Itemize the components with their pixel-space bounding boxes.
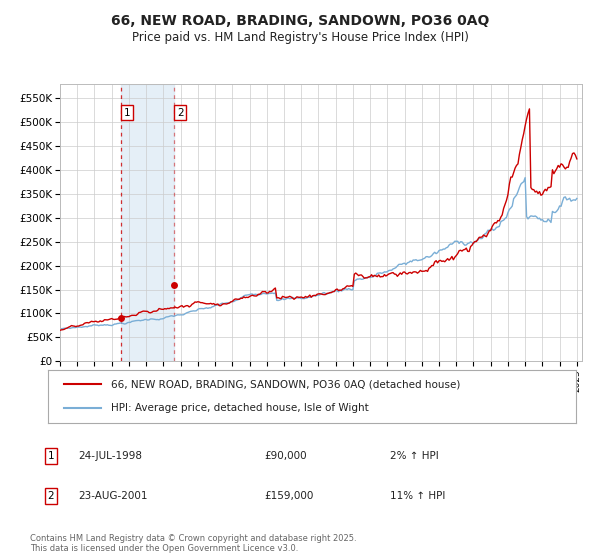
Text: Price paid vs. HM Land Registry's House Price Index (HPI): Price paid vs. HM Land Registry's House … xyxy=(131,31,469,44)
Text: 2: 2 xyxy=(177,108,184,118)
Text: 11% ↑ HPI: 11% ↑ HPI xyxy=(390,491,445,501)
Text: Contains HM Land Registry data © Crown copyright and database right 2025.
This d: Contains HM Land Registry data © Crown c… xyxy=(30,534,356,553)
Text: 24-JUL-1998: 24-JUL-1998 xyxy=(78,451,142,461)
Text: £159,000: £159,000 xyxy=(264,491,313,501)
Text: 2% ↑ HPI: 2% ↑ HPI xyxy=(390,451,439,461)
Text: HPI: Average price, detached house, Isle of Wight: HPI: Average price, detached house, Isle… xyxy=(112,403,369,413)
Text: 66, NEW ROAD, BRADING, SANDOWN, PO36 0AQ (detached house): 66, NEW ROAD, BRADING, SANDOWN, PO36 0AQ… xyxy=(112,380,461,390)
Text: 23-AUG-2001: 23-AUG-2001 xyxy=(78,491,148,501)
Text: 1: 1 xyxy=(124,108,131,118)
Bar xyxy=(121,84,175,361)
Text: 1: 1 xyxy=(47,451,55,461)
Text: 2: 2 xyxy=(47,491,55,501)
Text: £90,000: £90,000 xyxy=(264,451,307,461)
Text: 66, NEW ROAD, BRADING, SANDOWN, PO36 0AQ: 66, NEW ROAD, BRADING, SANDOWN, PO36 0AQ xyxy=(111,14,489,28)
